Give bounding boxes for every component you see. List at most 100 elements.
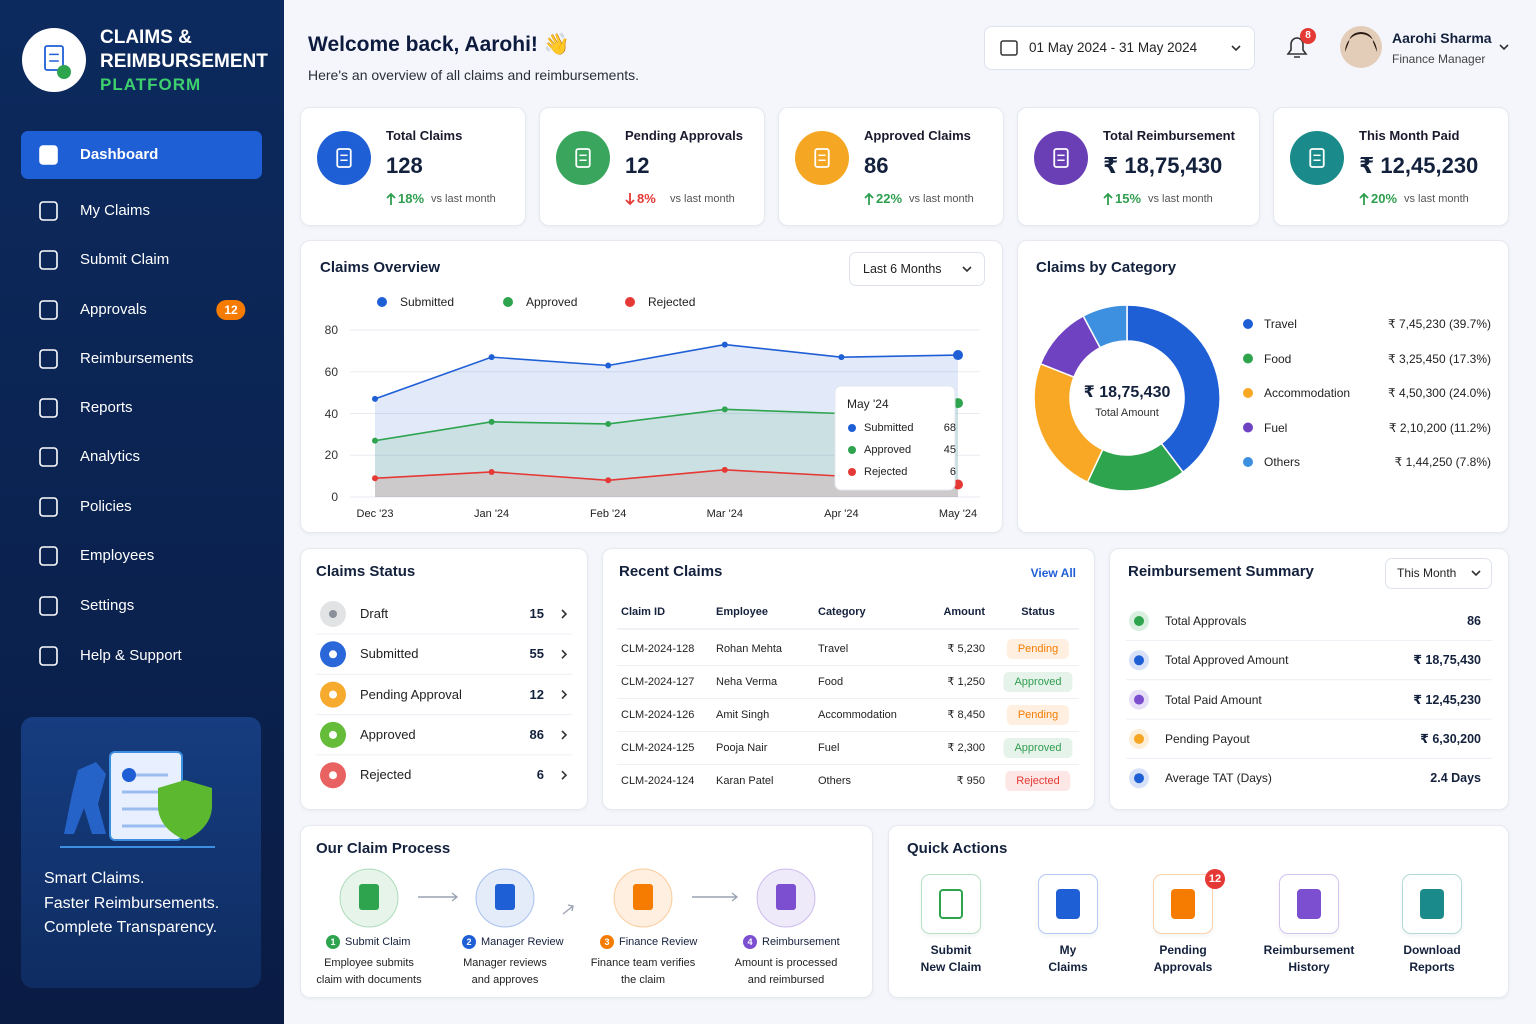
action-label[interactable]: History <box>1288 960 1330 974</box>
cell: Food <box>818 676 844 688</box>
tooltip-value: 68 <box>943 422 956 434</box>
action-tile[interactable] <box>1038 874 1098 934</box>
cell: Pooja Nair <box>716 742 768 754</box>
nav-item[interactable]: Approvals <box>80 301 147 318</box>
kpi-value: ₹ 12,45,230 <box>1359 153 1479 178</box>
summary-label: Total Paid Amount <box>1165 692 1262 707</box>
value-label: ₹ 2,10,200 (11.2%) <box>1388 420 1491 435</box>
card <box>602 548 1095 810</box>
value-label: ₹ 7,45,230 (39.7%) <box>1387 317 1491 331</box>
step-description: claim with documents <box>316 974 422 986</box>
action-label[interactable]: Approvals <box>1153 960 1213 974</box>
status-label[interactable]: Rejected <box>360 767 412 783</box>
cell: ₹ 1,250 <box>947 676 985 688</box>
tooltip-title: May '24 <box>847 397 889 411</box>
nav-item[interactable]: Reimbursements <box>80 350 194 367</box>
greeting: Welcome back, Aarohi! 👋 <box>308 33 570 56</box>
brand-subtitle: PLATFORM <box>100 75 202 94</box>
card-title: Claims Status <box>316 563 416 580</box>
action-label[interactable]: Pending <box>1159 943 1207 957</box>
cell: Amit Singh <box>716 709 770 721</box>
period-dropdown[interactable] <box>849 252 985 286</box>
y-tick-label: 80 <box>324 323 338 337</box>
nav-item[interactable]: Employees <box>80 547 155 564</box>
nav-item[interactable]: Settings <box>80 597 135 614</box>
user-role: Finance Manager <box>1392 52 1486 66</box>
action-badge-count: 12 <box>1208 873 1222 885</box>
kpi-change: 22% <box>876 191 903 206</box>
period-dropdown[interactable] <box>1385 558 1492 589</box>
step-number: 2 <box>466 937 472 947</box>
status-label[interactable]: Draft <box>360 606 389 621</box>
step-title: Reimbursement <box>762 936 840 948</box>
action-label[interactable]: My <box>1059 943 1077 957</box>
status-count: 15 <box>529 606 544 621</box>
action-tile[interactable] <box>921 874 981 934</box>
action-tile[interactable] <box>1153 874 1213 934</box>
cell: ₹ 950 <box>956 775 985 787</box>
card-title: Claims by Category <box>1036 259 1177 276</box>
nav-item[interactable]: Reports <box>80 399 133 416</box>
action-tile[interactable] <box>1402 874 1462 934</box>
action-label[interactable]: Claims <box>1048 960 1088 974</box>
summary-value: 86 <box>1467 614 1481 628</box>
x-tick-label: Feb '24 <box>590 508 627 520</box>
action-tile[interactable] <box>1279 874 1339 934</box>
x-tick-label: Dec '23 <box>356 508 394 520</box>
brand-title: CLAIMS & <box>100 27 192 48</box>
column-header: Amount <box>943 606 985 618</box>
kpi-label: Approved Claims <box>864 128 971 143</box>
nav-item[interactable]: Analytics <box>80 448 141 465</box>
period-label: Last 6 Months <box>863 262 942 276</box>
user-name: Aarohi Sharma <box>1392 30 1492 46</box>
status-label[interactable]: Submitted <box>360 646 419 662</box>
bell-icon <box>1286 37 1308 58</box>
summary-value: ₹ 18,75,430 <box>1413 653 1481 668</box>
column-header: Claim ID <box>621 606 666 618</box>
status-pill: Approved <box>1003 672 1073 692</box>
date-range: 01 May 2024 - 31 May 2024 <box>1029 40 1198 55</box>
promo-text: Faster Reimbursements. <box>44 894 220 912</box>
y-tick-label: 20 <box>324 448 338 463</box>
card-title: Claims Overview <box>320 259 441 276</box>
status-count: 6 <box>536 767 544 783</box>
legend-label: Others <box>1264 455 1301 469</box>
step-number: 1 <box>330 937 336 947</box>
view-all-link[interactable]: View All <box>1030 566 1076 580</box>
kpi-note: vs last month <box>1148 193 1213 205</box>
kpi-change: 18% <box>398 191 425 206</box>
status-label[interactable]: Pending Approval <box>360 686 462 702</box>
legend-label: Travel <box>1264 317 1297 331</box>
card <box>300 548 588 810</box>
avatar <box>1340 26 1382 68</box>
promo-text: Complete Transparency. <box>44 919 218 936</box>
status-label[interactable]: Approved <box>360 726 416 742</box>
action-label[interactable]: Download <box>1403 943 1461 957</box>
y-tick-label: 40 <box>324 406 338 421</box>
legend-label: Approved <box>526 295 578 309</box>
nav-item[interactable]: My Claims <box>80 202 150 219</box>
card-title: Reimbursement Summary <box>1128 563 1314 580</box>
date-picker[interactable] <box>984 26 1255 70</box>
step-description: and reimbursed <box>747 974 825 986</box>
card-title: Our Claim Process <box>316 840 451 857</box>
nav-item[interactable]: Submit Claim <box>80 251 170 268</box>
chevron <box>1499 44 1509 51</box>
y-tick-label: 0 <box>331 490 338 504</box>
action-label[interactable]: New Claim <box>920 960 982 974</box>
nav-item[interactable]: Help & Support <box>80 647 182 664</box>
action-label[interactable]: Reports <box>1409 960 1455 974</box>
status-pill: Pending <box>1006 705 1070 725</box>
x-tick-label: May '24 <box>938 508 978 520</box>
promo-card <box>21 717 261 988</box>
nav-item[interactable]: Dashboard <box>80 146 159 163</box>
nav-active[interactable] <box>21 131 262 179</box>
step-title: Manager Review <box>481 936 564 948</box>
nav-item[interactable]: Policies <box>80 498 132 515</box>
action-label[interactable]: Reimbursement <box>1263 943 1355 957</box>
summary-label: Pending Payout <box>1165 731 1250 746</box>
action-label[interactable]: Submit <box>930 943 972 957</box>
value-label: ₹ 4,50,300 (24.0%) <box>1387 386 1491 400</box>
summary-label: Total Approved Amount <box>1165 653 1289 668</box>
status-pill: Pending <box>1006 639 1070 659</box>
